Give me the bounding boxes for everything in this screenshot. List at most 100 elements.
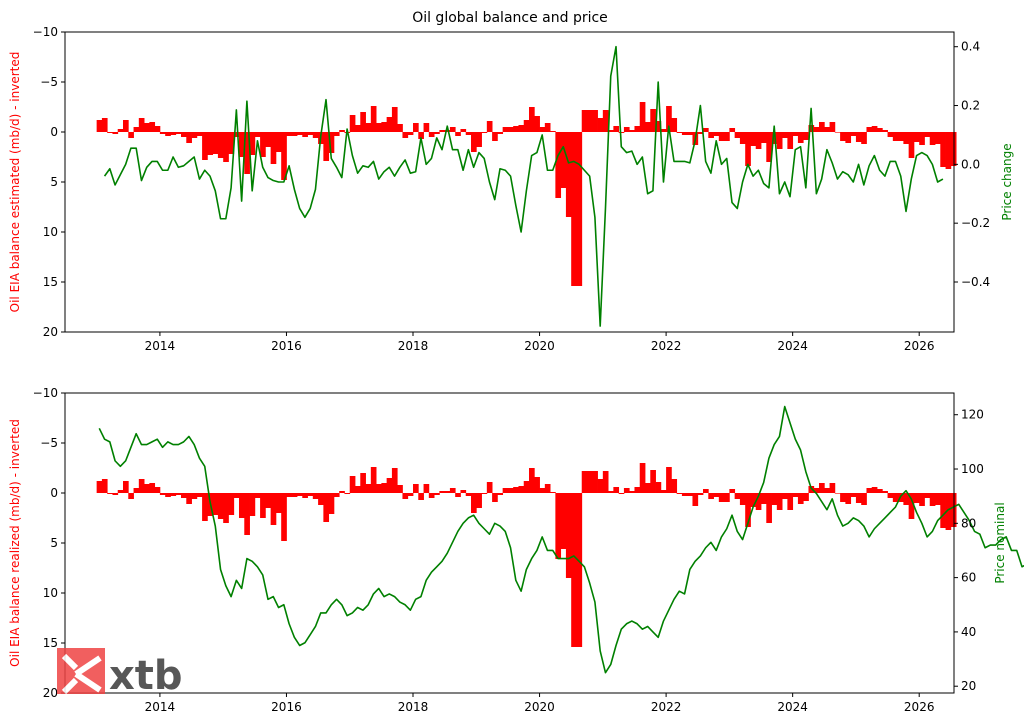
balance-bar — [260, 132, 266, 157]
bottom-right-axis-label: Price nominal — [993, 502, 1007, 583]
balance-bar — [123, 120, 129, 132]
balance-bar — [434, 132, 440, 134]
balance-bar — [919, 132, 925, 145]
balance-bar — [444, 130, 451, 132]
balance-bar — [297, 132, 303, 135]
balance-bar — [239, 493, 245, 518]
balance-bar — [260, 493, 266, 518]
balance-bar — [154, 126, 161, 132]
balance-bar — [597, 118, 604, 132]
balance-bar — [560, 132, 567, 188]
balance-bar — [803, 132, 809, 140]
x-tick-label: 2018 — [398, 339, 429, 353]
x-tick-label: 2014 — [145, 700, 176, 714]
balance-bar — [492, 493, 498, 502]
balance-bar — [154, 487, 161, 493]
balance-bar — [149, 483, 156, 493]
balance-bar — [365, 484, 372, 493]
balance-bar — [724, 493, 730, 502]
balance-bar — [639, 463, 646, 493]
balance-bar — [497, 493, 504, 495]
balance-bar — [460, 129, 467, 132]
balance-bar — [339, 491, 345, 493]
right-tick-label: 0.4 — [961, 40, 980, 54]
balance-bar — [808, 125, 815, 132]
balance-bar — [755, 132, 762, 149]
balance-bar — [602, 110, 609, 132]
balance-bar — [940, 132, 946, 167]
balance-bar — [629, 130, 635, 132]
balance-bar — [861, 132, 867, 144]
balance-bar — [391, 468, 398, 493]
balance-bar — [565, 493, 572, 578]
balance-bar — [434, 493, 440, 495]
balance-bar — [845, 132, 852, 143]
balance-bar — [734, 493, 741, 499]
balance-bar — [312, 132, 319, 138]
balance-bar — [629, 491, 635, 493]
balance-bar — [571, 132, 577, 286]
balance-bar — [297, 493, 303, 496]
balance-bar — [423, 123, 430, 132]
balance-bar — [845, 493, 852, 504]
balance-bar — [370, 106, 377, 132]
xtb-logo-wordmark: xtb — [109, 653, 183, 699]
balance-bar — [887, 132, 894, 137]
balance-bar — [333, 132, 340, 136]
balance-bar — [376, 484, 382, 493]
balance-bar — [449, 488, 456, 493]
balance-bar — [360, 112, 366, 132]
balance-bar — [861, 493, 867, 505]
balance-bar — [397, 485, 403, 493]
balance-bar — [645, 122, 651, 132]
balance-bar — [244, 493, 250, 535]
left-tick-label: −5 — [40, 75, 58, 89]
balance-bar — [602, 471, 609, 493]
balance-bar — [518, 125, 525, 132]
balance-bar — [924, 132, 931, 137]
left-tick-label: 15 — [43, 636, 58, 650]
balance-bar — [587, 110, 593, 132]
balance-bar — [112, 493, 119, 495]
balance-bar — [750, 132, 757, 146]
balance-bar — [481, 493, 488, 494]
x-tick-label: 2026 — [904, 700, 935, 714]
balance-bar — [101, 118, 108, 132]
balance-bar — [940, 493, 946, 528]
balance-bar — [924, 493, 931, 498]
left-tick-label: 0 — [50, 125, 58, 139]
balance-bar — [555, 493, 562, 559]
balance-bar — [339, 130, 345, 132]
balance-bar — [671, 479, 678, 493]
balance-bar — [792, 132, 799, 136]
balance-bar — [455, 132, 461, 136]
balance-bar — [745, 493, 751, 527]
x-tick-label: 2014 — [145, 339, 176, 353]
balance-bar — [360, 473, 366, 493]
balance-bar — [181, 132, 187, 137]
balance-bar — [370, 467, 377, 493]
balance-bar — [212, 132, 219, 154]
balance-bar — [718, 493, 725, 502]
balance-bar — [144, 484, 150, 493]
balance-bar — [518, 486, 525, 493]
right-tick-label: 100 — [961, 462, 984, 476]
balance-bar — [634, 487, 641, 493]
balance-bar — [196, 493, 203, 497]
balance-bar — [270, 132, 277, 164]
balance-bar — [913, 132, 920, 142]
balance-bar — [529, 468, 535, 493]
balance-bar — [138, 118, 145, 132]
balance-bar — [708, 493, 714, 499]
balance-bar — [623, 488, 630, 493]
balance-bar — [217, 132, 224, 158]
balance-bar — [608, 491, 614, 493]
right-tick-label: −0.4 — [961, 275, 990, 289]
balance-bar — [892, 493, 899, 502]
price-line — [103, 45, 944, 327]
balance-bar — [734, 132, 741, 138]
balance-bar — [782, 493, 788, 499]
balance-bar — [460, 490, 467, 493]
balance-bar — [502, 488, 509, 493]
x-tick-label: 2016 — [271, 700, 302, 714]
